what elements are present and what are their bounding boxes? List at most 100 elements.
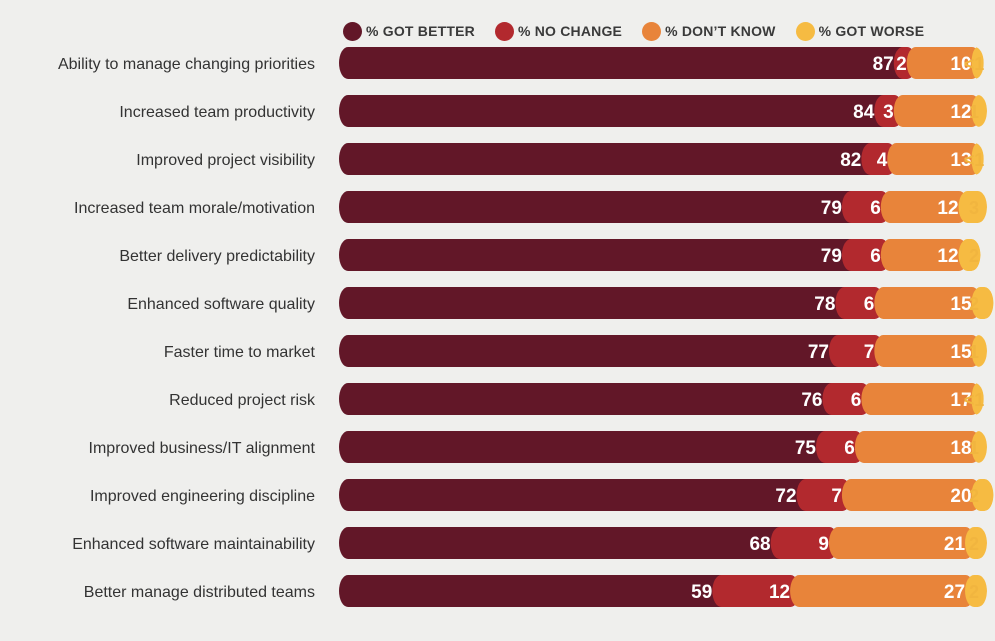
bar-value-no-change: 9 (818, 534, 829, 555)
bar-segment-got-worse (971, 95, 987, 127)
bar-segment-no-change (841, 239, 891, 271)
bar-value-no-change: 7 (831, 486, 842, 507)
bar-segment-got-better (339, 479, 807, 511)
bar-segment-got-better (339, 287, 845, 319)
bar-value-got-worse: <1 (964, 150, 985, 170)
bar-value-got-worse: 1 (969, 342, 979, 362)
bar-value-dont-know: 13 (950, 150, 971, 171)
bar-segment-dont-know (880, 191, 969, 223)
category-label: Improved project visibility (136, 152, 315, 169)
bar-row: Better manage distributed teams 59 12 27 2 (84, 575, 987, 607)
bar-segment-dont-know (828, 527, 975, 559)
bar-segment-dont-know (880, 239, 969, 271)
bar-segment-got-better (339, 431, 826, 463)
chart-legend: % GOT BETTER % NO CHANGE % DON’T KNOW % … (343, 20, 944, 42)
bar-segment-got-worse (965, 527, 987, 559)
bar-value-got-better: 84 (853, 102, 875, 123)
bar-value-dont-know: 10 (950, 54, 971, 75)
bar-value-got-better: 79 (821, 246, 842, 267)
bar-segment-dont-know (906, 47, 982, 79)
bar-segment-got-better (339, 191, 852, 223)
bar-value-no-change: 6 (851, 390, 862, 411)
bar-value-got-better: 72 (775, 486, 796, 507)
bar-value-got-worse: 2 (969, 294, 979, 314)
bar-segment-got-better (339, 383, 832, 415)
bar-segment-got-worse (965, 575, 987, 607)
bar-value-got-worse: 3 (969, 198, 979, 218)
category-label: Enhanced software maintainability (72, 536, 315, 553)
bar-value-no-change: 6 (864, 294, 875, 315)
bar-value-got-worse: 2 (969, 486, 979, 506)
category-label: Ability to manage changing priorities (58, 56, 315, 73)
category-label: Increased team morale/motivation (74, 200, 315, 217)
bar-segment-got-worse (958, 191, 987, 223)
bar-segment-got-worse (971, 287, 994, 319)
category-label: Better manage distributed teams (84, 584, 315, 601)
bar-value-got-better: 77 (808, 342, 829, 363)
bar-segment-no-change (861, 143, 897, 175)
category-label: Enhanced software quality (127, 296, 315, 313)
bar-row: Enhanced software quality 78 6 152 (127, 287, 994, 319)
bar-row: Improved project visibility 82 4 13<1 (136, 143, 984, 175)
bar-value-got-better: 76 (801, 390, 822, 411)
bar-segment-no-change (835, 287, 884, 319)
bar-row: Faster time to market 77 7 151 (164, 335, 987, 367)
bar-value-dont-know: 15 (950, 294, 972, 315)
bar-value-got-worse: 2 (969, 534, 979, 554)
bar-value-no-change: 12 (769, 582, 790, 603)
bar-segment-got-worse (971, 143, 984, 175)
bar-segment-dont-know (790, 575, 975, 607)
bar-segment-dont-know (854, 431, 982, 463)
bar-segment-no-change (828, 335, 884, 367)
bar-segment-dont-know (874, 287, 982, 319)
bar-value-got-worse: 1 (969, 102, 979, 122)
bar-value-no-change: 6 (870, 198, 881, 219)
bar-segment-got-better (339, 575, 722, 607)
bar-segment-got-worse (971, 479, 994, 511)
bar-value-dont-know: 27 (944, 582, 965, 603)
legend-swatch-got-worse (795, 21, 815, 41)
bar-value-got-better: 79 (821, 198, 842, 219)
bar-value-got-better: 59 (691, 582, 712, 603)
legend-item-got-worse: % GOT WORSE (795, 21, 925, 41)
legend-label-got-worse: % GOT WORSE (818, 23, 925, 39)
bar-value-no-change: 6 (844, 438, 855, 459)
bar-value-dont-know: 17 (950, 390, 971, 411)
bar-value-no-change: 2 (896, 54, 907, 75)
bar-segment-dont-know (861, 383, 982, 415)
bar-segment-dont-know (841, 479, 982, 511)
category-label: Faster time to market (164, 344, 316, 361)
legend-item-dont-know: % DON’T KNOW (642, 21, 776, 41)
legend-swatch-no-change (494, 21, 514, 41)
bar-segment-no-change (822, 383, 871, 415)
bar-row: Enhanced software maintainability 68 9 21 2 (72, 527, 987, 559)
bar-value-got-better: 82 (840, 150, 861, 171)
bar-value-got-better: 78 (814, 294, 835, 315)
legend-label-got-better: % GOT BETTER (366, 23, 475, 39)
bar-value-no-change: 3 (883, 102, 894, 123)
bar-value-dont-know: 21 (944, 534, 966, 555)
bar-segment-dont-know (874, 335, 982, 367)
bar-value-got-worse: 1 (969, 438, 979, 458)
bar-value-dont-know: 20 (950, 486, 971, 507)
bar-value-no-change: 4 (877, 150, 888, 171)
bar-row: Reduced project risk 76 6 17<1 (169, 383, 984, 415)
bar-row: Improved business/IT alignment 75 6 181 (89, 431, 987, 463)
bar-segment-no-change (796, 479, 852, 511)
bar-segment-got-worse (958, 239, 981, 271)
bar-value-got-worse: <1 (964, 54, 985, 74)
category-label: Better delivery predictability (119, 248, 315, 265)
bar-value-dont-know: 18 (950, 438, 971, 459)
bar-value-dont-know: 15 (950, 342, 972, 363)
legend-item-got-better: % GOT BETTER (343, 21, 475, 41)
category-label: Improved business/IT alignment (89, 440, 316, 457)
bar-value-got-better: 68 (749, 534, 770, 555)
bar-segment-dont-know (887, 143, 982, 175)
bar-value-got-better: 75 (795, 438, 817, 459)
bar-segment-got-better (339, 143, 871, 175)
bar-value-dont-know: 12 (937, 246, 958, 267)
bar-segment-got-better (339, 95, 884, 127)
bar-value-dont-know: 12 (950, 102, 971, 123)
bar-segment-got-worse (971, 431, 987, 463)
